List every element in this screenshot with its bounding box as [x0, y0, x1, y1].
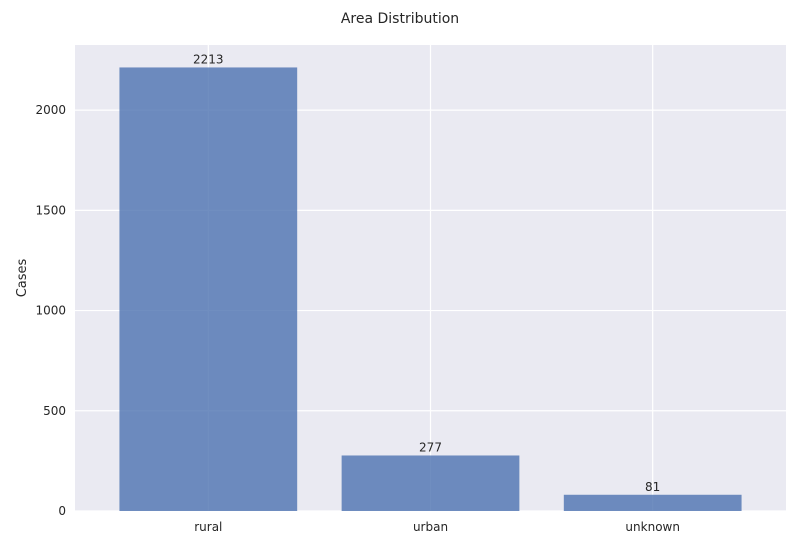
bar-value-label: 277 — [419, 440, 442, 454]
bar-value-label: 81 — [645, 480, 660, 494]
chart-title: Area Distribution — [341, 11, 459, 27]
bar-value-labels: 2213 277 81 — [193, 52, 660, 493]
y-tick-label: 1500 — [35, 203, 66, 217]
y-tick-label: 500 — [43, 404, 66, 418]
bars — [119, 67, 742, 511]
y-tick-label: 0 — [58, 504, 66, 518]
x-tick-label: urban — [413, 520, 448, 534]
x-tick-label: rural — [194, 520, 222, 534]
x-tick-label: unknown — [625, 520, 680, 534]
y-axis-label: Cases — [15, 258, 30, 297]
x-axis-ticks: rural urban unknown — [194, 520, 680, 534]
bar-rural — [119, 67, 298, 511]
bar-value-label: 2213 — [193, 52, 224, 66]
bar-urban — [341, 455, 520, 511]
y-axis-ticks: 0 500 1000 1500 2000 — [35, 103, 66, 518]
y-tick-label: 1000 — [35, 304, 66, 318]
y-tick-label: 2000 — [35, 103, 66, 117]
bar-unknown — [563, 494, 742, 511]
